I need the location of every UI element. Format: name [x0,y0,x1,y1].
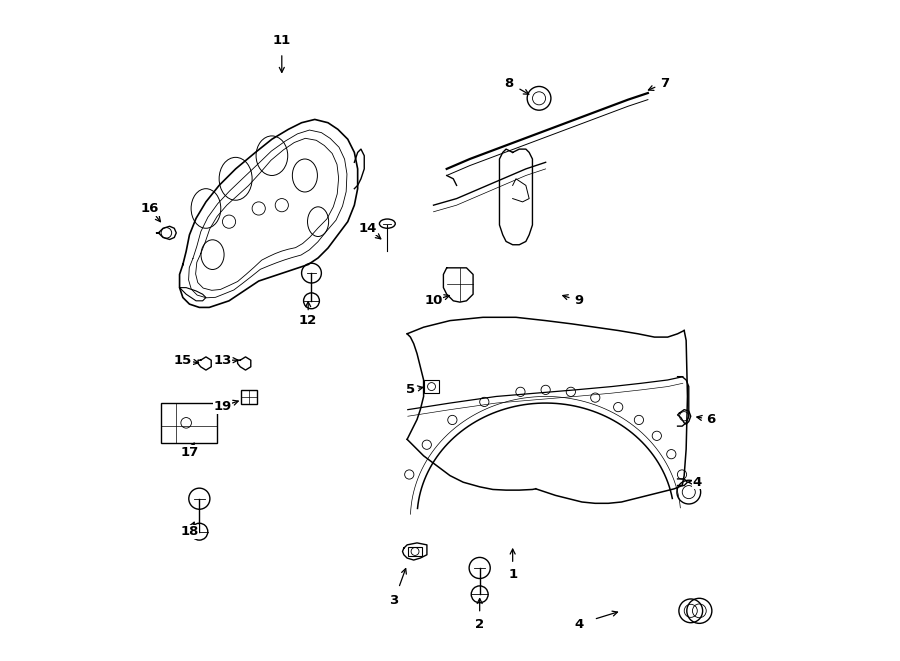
Text: 7: 7 [660,77,669,90]
Text: 11: 11 [273,34,291,47]
Text: 12: 12 [299,314,318,327]
Bar [161,403,217,443]
Text: 4: 4 [693,476,702,488]
Text: 18: 18 [180,525,199,538]
Text: 5: 5 [406,383,415,397]
Text: 4: 4 [574,617,583,631]
Text: 19: 19 [213,400,231,413]
Bar [241,390,256,405]
Text: 13: 13 [213,354,231,367]
Text: 2: 2 [475,617,484,631]
Text: 1: 1 [508,568,518,581]
Text: 15: 15 [174,354,192,367]
Text: 14: 14 [358,221,377,235]
Bar [408,547,422,557]
Text: 8: 8 [505,77,514,90]
Bar [424,380,439,393]
Text: 10: 10 [424,294,443,307]
Text: 3: 3 [390,594,399,607]
Text: 6: 6 [706,413,716,426]
Text: 16: 16 [140,202,159,215]
Text: 9: 9 [574,294,583,307]
Text: 17: 17 [180,446,199,459]
